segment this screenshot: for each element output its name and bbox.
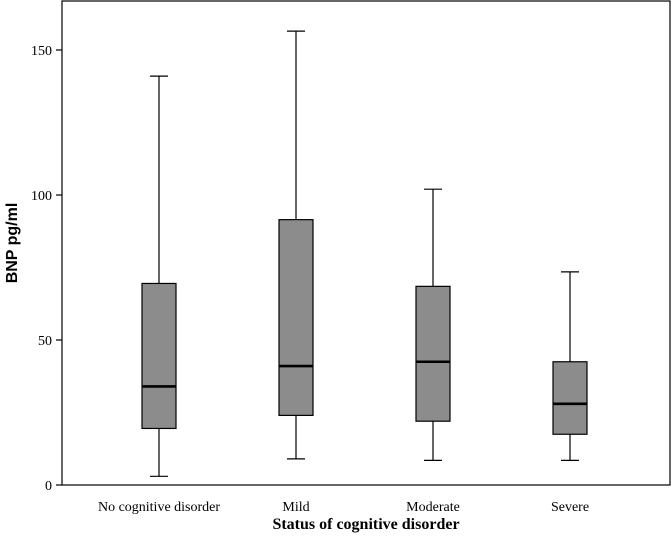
y-tick-label: 0 (45, 479, 52, 494)
iqr-box (552, 361, 588, 435)
y-tick-label: 100 (31, 189, 52, 204)
box-2 (415, 188, 451, 461)
x-category-label: Moderate (406, 500, 460, 515)
boxes-group (141, 30, 588, 477)
box-0 (141, 75, 177, 477)
x-category-label: No cognitive disorder (98, 500, 220, 515)
y-tick-label: 150 (31, 44, 52, 59)
x-axis-categories: No cognitive disorder Mild Moderate Severe (98, 500, 589, 515)
x-axis-title: Status of cognitive disorder (272, 516, 459, 533)
x-category-label: Severe (551, 500, 589, 515)
box-1 (278, 30, 314, 460)
y-tick-label: 50 (38, 334, 52, 349)
box-3 (552, 271, 588, 461)
iqr-box (278, 219, 314, 416)
iqr-box (415, 285, 451, 422)
y-axis-title: BNP pg/ml (4, 203, 21, 284)
x-category-label: Mild (282, 500, 309, 515)
y-axis: 0 50 100 150 (31, 44, 62, 494)
iqr-box (141, 282, 177, 430)
plot-frame (61, 0, 671, 486)
